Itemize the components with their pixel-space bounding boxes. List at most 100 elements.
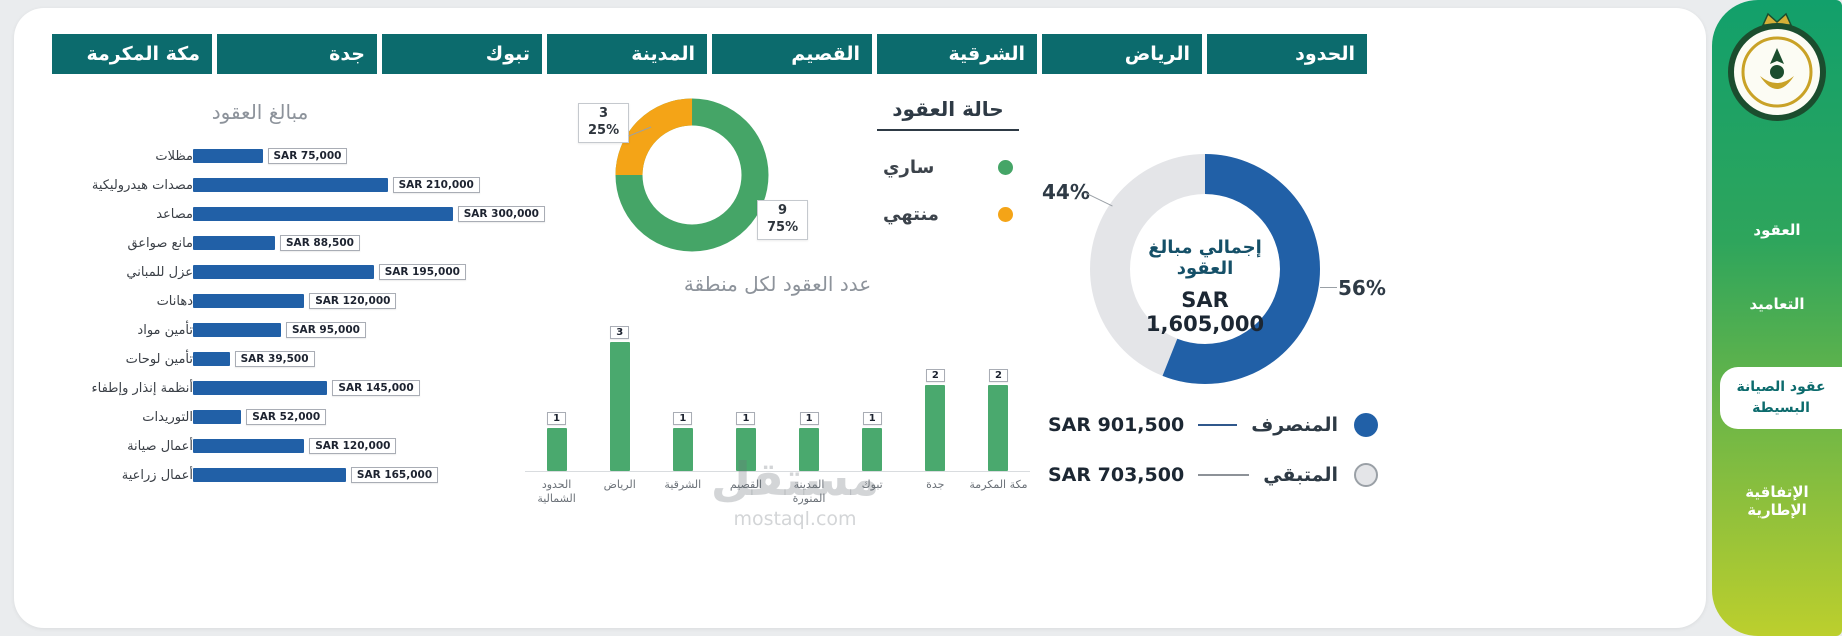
totals-legend-value: SAR 901,500 bbox=[1048, 414, 1185, 436]
amount-value-chip: SAR 52,000 bbox=[246, 409, 327, 425]
region-column-bar[interactable] bbox=[735, 428, 756, 471]
amount-category-label: عزل للمباني bbox=[126, 264, 193, 280]
amount-bar[interactable] bbox=[193, 236, 275, 250]
region-column-bar[interactable] bbox=[925, 385, 946, 471]
sidebar-item[interactable]: الإتفاقية الإطارية bbox=[1745, 483, 1809, 519]
amount-bar[interactable] bbox=[193, 149, 263, 163]
totals-center: إجمالي مبالغ العقود SAR 1,605,000 bbox=[1125, 237, 1285, 336]
amount-value-chip: SAR 95,000 bbox=[286, 322, 366, 338]
region-count-chip: 1 bbox=[673, 412, 693, 425]
region-count-chip: 2 bbox=[925, 369, 945, 382]
region-x-label: الحدود الشمالية bbox=[537, 478, 576, 505]
sidebar-nav: العقود التعاميد عقود الصيانة البسيطة الإتفا… bbox=[1712, 215, 1842, 525]
amount-row: التوريدات SAR 52,000 bbox=[55, 407, 545, 427]
totals-center-title: إجمالي مبالغ العقود bbox=[1148, 237, 1262, 279]
region-column-slot: 1 bbox=[651, 412, 714, 471]
sidebar-item[interactable]: التعاميد bbox=[1749, 295, 1805, 313]
region-count-chip: 1 bbox=[799, 412, 819, 425]
status-expired-pct: 25% bbox=[588, 122, 620, 138]
totals-legend-item[interactable]: SAR 901,500 المنصرف bbox=[1048, 413, 1378, 437]
amount-value-chip: SAR 145,000 bbox=[332, 380, 420, 396]
region-count-chip: 1 bbox=[862, 412, 882, 425]
status-expired-callout: 3 25% bbox=[578, 103, 630, 143]
totals-legend: SAR 901,500 المنصرف SAR 703,500 المتبقي bbox=[1048, 413, 1378, 487]
legend-dot bbox=[1354, 413, 1378, 437]
amount-value-chip: SAR 210,000 bbox=[392, 177, 480, 193]
region-filters: الحدود الشمالية الرياض الشرقية القصيم المدين… bbox=[52, 34, 1367, 105]
amount-bar[interactable] bbox=[193, 294, 305, 308]
totals-legend-label: المتبقي bbox=[1263, 464, 1338, 486]
legend-connector-line bbox=[1198, 424, 1238, 426]
region-filter-6[interactable]: تبوك bbox=[382, 34, 542, 74]
region-column-bar[interactable] bbox=[862, 428, 883, 471]
amount-value-chip: SAR 39,500 bbox=[234, 351, 315, 367]
status-slice-expired[interactable] bbox=[615, 98, 769, 252]
totals-center-value: SAR 1,605,000 bbox=[1145, 288, 1265, 336]
region-filter-8[interactable]: مكة المكرمة bbox=[52, 34, 212, 74]
amount-bar[interactable] bbox=[193, 265, 374, 279]
region-column-bar[interactable] bbox=[988, 385, 1009, 471]
region-column-slot: 1 bbox=[841, 412, 904, 471]
region-filter-4[interactable]: القصيم bbox=[712, 34, 872, 74]
region-column-bar[interactable] bbox=[672, 428, 693, 471]
amount-bar[interactable] bbox=[193, 381, 328, 395]
region-count-chip: 1 bbox=[736, 412, 756, 425]
region-x-label: المدينة المنورة bbox=[792, 478, 826, 505]
status-donut bbox=[615, 98, 769, 252]
region-filter-2[interactable]: الرياض bbox=[1042, 34, 1202, 74]
totals-slice-spent[interactable] bbox=[1090, 154, 1320, 384]
region-count-title: عدد العقود لكل منطقة bbox=[683, 272, 872, 296]
amount-row: تأمين مواد SAR 95,000 bbox=[55, 320, 545, 340]
amount-bar[interactable] bbox=[193, 468, 346, 482]
region-column-bar[interactable] bbox=[799, 428, 820, 471]
legend-dot bbox=[998, 207, 1013, 222]
region-x-label: مكة المكرمة bbox=[969, 478, 1028, 491]
region-filter-7[interactable]: جدة bbox=[217, 34, 377, 74]
amount-bar[interactable] bbox=[193, 439, 305, 453]
status-legend-item[interactable]: ساري bbox=[877, 157, 1019, 178]
status-legend-title: حالة العقود bbox=[877, 97, 1019, 131]
region-filter-5[interactable]: المدينة المنورة bbox=[547, 34, 707, 105]
amount-bar[interactable] bbox=[193, 323, 281, 337]
totals-legend-label: المنصرف bbox=[1251, 414, 1338, 436]
region-filter-1[interactable]: الحدود الشمالية bbox=[1207, 34, 1367, 105]
amount-category-label: مصدات هيدروليكية bbox=[91, 177, 193, 193]
region-column-slot: 1 bbox=[714, 412, 777, 471]
status-legend-item[interactable]: منتهي bbox=[877, 204, 1019, 225]
totals-spent-pct: 56% bbox=[1338, 276, 1386, 300]
amount-bar[interactable] bbox=[193, 352, 230, 366]
region-x-label: جدة bbox=[926, 478, 945, 491]
region-column-bar[interactable] bbox=[609, 342, 630, 471]
amount-value-chip: SAR 195,000 bbox=[378, 264, 466, 280]
region-column-bar[interactable] bbox=[546, 428, 567, 471]
region-column-slot: 3 bbox=[588, 326, 651, 471]
region-x-label: تبوك bbox=[861, 478, 883, 491]
status-active-count: 9 bbox=[778, 203, 788, 218]
emblem-icon bbox=[1728, 12, 1826, 121]
amount-row: عزل للمباني SAR 195,000 bbox=[55, 262, 545, 282]
region-count-chip: 2 bbox=[988, 369, 1008, 382]
region-count-chart: عدد العقود لكل منطقة 1 3 1 1 1 1 2 2 الحدود الش… bbox=[525, 272, 1030, 506]
amount-row: مصاعد SAR 300,000 bbox=[55, 204, 545, 224]
amount-category-label: أعمال زراعية bbox=[121, 467, 193, 483]
totals-remaining-pct: 44% bbox=[1042, 180, 1090, 204]
region-x-label: القصيم bbox=[729, 478, 763, 491]
sidebar-item[interactable]: عقود الصيانة البسيطة bbox=[1720, 367, 1842, 429]
amount-bar[interactable] bbox=[193, 178, 388, 192]
amount-bar[interactable] bbox=[193, 207, 453, 221]
legend-dot bbox=[1354, 463, 1378, 487]
amount-value-chip: SAR 120,000 bbox=[309, 438, 397, 454]
amount-row: أعمال زراعية SAR 165,000 bbox=[55, 465, 545, 485]
region-x-label: الشرقية bbox=[664, 478, 702, 491]
status-legend-label: ساري bbox=[883, 157, 935, 178]
sidebar-item[interactable]: العقود bbox=[1753, 221, 1801, 239]
amount-bar[interactable] bbox=[193, 410, 242, 424]
amount-row: تأمين لوحات SAR 39,500 bbox=[55, 349, 545, 369]
amount-row: دهانات SAR 120,000 bbox=[55, 291, 545, 311]
status-legend-items: ساري منتهي bbox=[877, 157, 1019, 225]
totals-legend-item[interactable]: SAR 703,500 المتبقي bbox=[1048, 463, 1378, 487]
amount-value-chip: SAR 88,500 bbox=[280, 235, 360, 251]
amounts-chart: مبالغ العقود مظلات SAR 75,000 مصدات هيدرول… bbox=[55, 100, 545, 485]
region-filter-3[interactable]: الشرقية bbox=[877, 34, 1037, 74]
